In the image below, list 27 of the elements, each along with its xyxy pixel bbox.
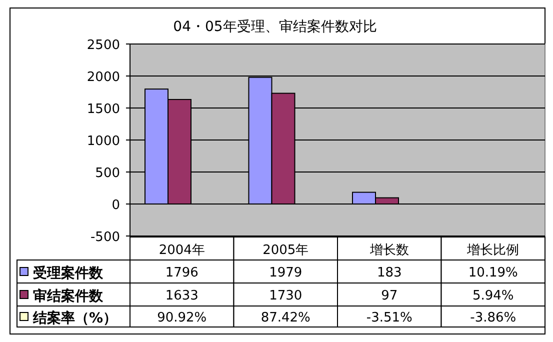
data-label: 87.42%: [260, 310, 310, 326]
data-label: -3.86%: [470, 310, 516, 326]
data-label: 5.94%: [472, 288, 514, 304]
y-tick-label: 1000: [86, 134, 120, 149]
y-tick-label: 2000: [86, 70, 120, 85]
y-tick-label: 1500: [86, 102, 120, 117]
data-label: 97: [381, 288, 398, 304]
y-tick-label: 0: [112, 198, 120, 213]
x-tick-label: 增长数: [368, 243, 409, 258]
data-label: 10.19%: [468, 266, 518, 280]
data-label: 1730: [269, 288, 302, 304]
data-label: 1633: [165, 288, 198, 304]
x-tick-label: 2004年: [158, 243, 205, 258]
data-label: 90.92%: [157, 310, 207, 326]
data-label: 1796: [165, 266, 198, 280]
data-label: -3.51%: [366, 310, 412, 326]
chart-title: 04・05年受理、审结案件数对比: [173, 18, 377, 35]
legend-label: 受理案件数: [32, 264, 104, 282]
y-tick-label: -500: [90, 230, 120, 245]
data-label: 183: [376, 266, 402, 280]
y-tick-label: 500: [95, 166, 120, 181]
y-tick-label: 2500: [86, 38, 120, 53]
x-tick-label: 2005年: [262, 243, 309, 258]
data-label: 1979: [269, 266, 302, 280]
legend-label: 结案率（%）: [32, 310, 118, 326]
x-tick-label: 增长比例: [466, 243, 520, 258]
legend-label: 审结案件数: [33, 288, 104, 304]
